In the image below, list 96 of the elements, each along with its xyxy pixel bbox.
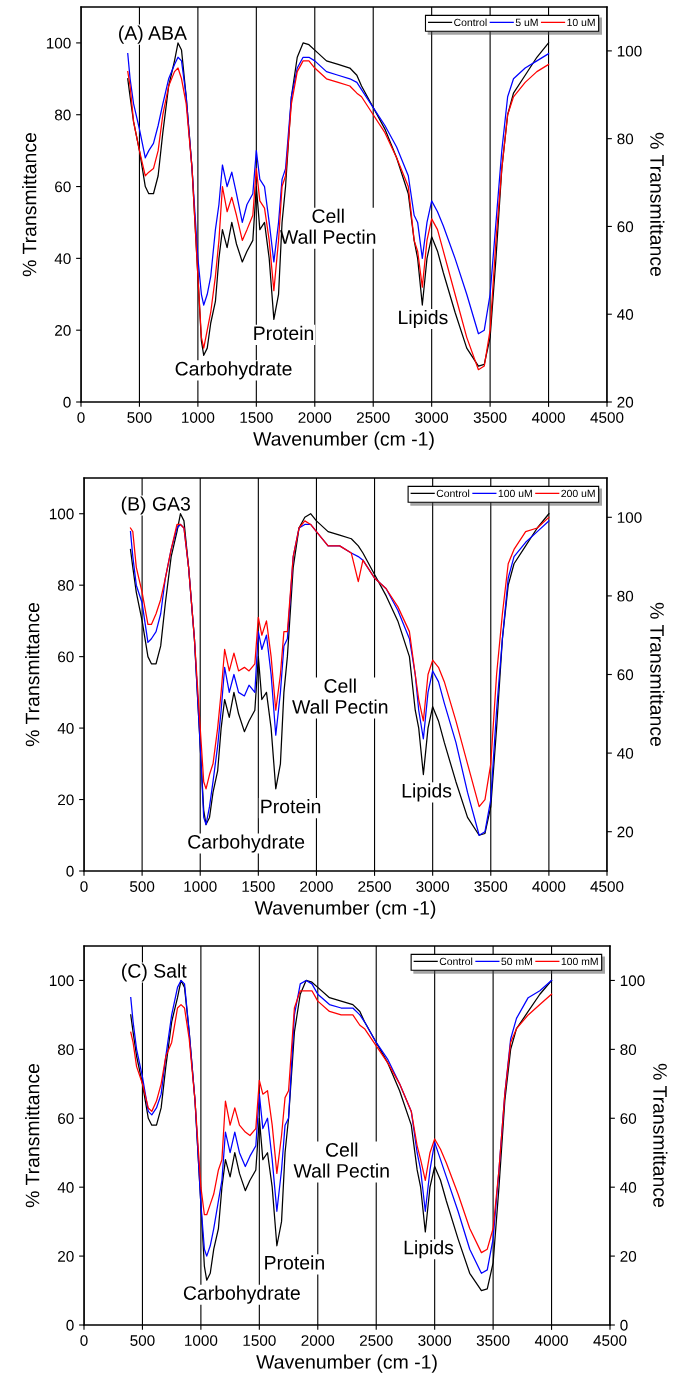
x-axis-title: Wavenumber (cm -1) xyxy=(256,1354,437,1373)
x-tick-label: 0 xyxy=(80,881,88,892)
annotation: Cell Wall Pectin xyxy=(292,678,388,714)
y2-tick-label: 60 xyxy=(617,221,634,233)
y-tick-label: 100 xyxy=(49,508,74,520)
x-tick-label: 4500 xyxy=(590,412,624,423)
y2-tick-label: 100 xyxy=(620,975,645,987)
x-axis-title: Wavenumber (cm -1) xyxy=(254,900,436,919)
y-tick-label: 40 xyxy=(57,1182,74,1193)
x-tick-label: 2000 xyxy=(301,1335,335,1346)
x-tick-label: 3000 xyxy=(418,1335,452,1346)
annotation: Carbohydrate xyxy=(175,361,292,380)
legend-label: 200 uM xyxy=(561,489,595,498)
y2-axis-title: % Transmittance xyxy=(650,602,665,747)
x-tick-label: 2500 xyxy=(358,881,391,892)
x-tick-label: 2500 xyxy=(357,412,390,423)
y-tick-label: 60 xyxy=(55,181,71,193)
legend-label: 100 mM xyxy=(561,957,598,966)
legend-label: Control xyxy=(454,18,487,27)
y2-tick-label: 40 xyxy=(620,1182,637,1193)
y-axis-title: % Transmittance xyxy=(22,132,37,277)
y-tick-label: 40 xyxy=(54,253,71,265)
y2-tick-label: 40 xyxy=(617,309,634,320)
text: (B) GA3 xyxy=(121,496,190,515)
legend-label: 5 uM xyxy=(515,18,538,27)
x-tick-label: 4000 xyxy=(534,1335,568,1346)
x-axis-title: Wavenumber (cm -1) xyxy=(253,431,434,450)
legend-label: 100 uM xyxy=(498,489,532,498)
x-tick-label: 3000 xyxy=(415,412,449,423)
x-tick-label: 3000 xyxy=(416,881,450,892)
x-tick-label: 500 xyxy=(130,1335,155,1346)
annotation: Protein xyxy=(254,325,314,341)
y2-tick-label: 80 xyxy=(617,133,634,145)
x-tick-label: 1000 xyxy=(185,1335,218,1346)
y-tick-label: 20 xyxy=(58,794,74,806)
y2-tick-label: 80 xyxy=(617,590,634,602)
y2-axis-title: % Transmittance xyxy=(653,1063,668,1208)
y2-tick-label: 40 xyxy=(617,747,634,759)
y-tick-label: 20 xyxy=(55,325,71,336)
x-tick-label: 3500 xyxy=(473,412,507,423)
x-tick-label: 3500 xyxy=(474,881,508,892)
y-tick-label: 80 xyxy=(57,1044,74,1056)
y-tick-label: 0 xyxy=(63,396,71,408)
x-tick-label: 1000 xyxy=(182,412,215,423)
y-tick-label: 60 xyxy=(58,1113,74,1124)
y-tick-label: 80 xyxy=(54,109,71,121)
y-axis-title: % Transmittance xyxy=(25,1063,40,1208)
y-tick-label: 100 xyxy=(49,975,74,987)
y2-axis-title: % Transmittance xyxy=(650,132,665,277)
annotation: Carbohydrate xyxy=(188,834,305,853)
annotation: Lipids xyxy=(399,309,448,329)
x-tick-label: 2000 xyxy=(298,412,332,423)
text: (C) Salt xyxy=(122,963,187,982)
y2-tick-label: 20 xyxy=(620,1250,637,1262)
x-tick-label: 4000 xyxy=(531,412,565,423)
legend-label: 50 mM xyxy=(501,957,532,966)
annotation: Protein xyxy=(265,1255,324,1270)
x-tick-label: 0 xyxy=(80,1335,88,1346)
y-tick-label: 20 xyxy=(58,1250,74,1262)
y-tick-label: 40 xyxy=(57,722,74,734)
y-tick-label: 100 xyxy=(46,37,71,49)
x-tick-label: 0 xyxy=(77,412,85,423)
annotation: Lipids xyxy=(402,783,452,802)
x-tick-label: 3500 xyxy=(476,1335,510,1346)
x-tick-label: 500 xyxy=(129,881,155,892)
x-tick-label: 4000 xyxy=(532,881,566,892)
legend-label: 10 uM xyxy=(567,18,595,27)
y-tick-label: 60 xyxy=(58,651,74,663)
y-axis-title: % Transmittance xyxy=(25,602,40,747)
legend-label: Control xyxy=(436,489,470,498)
y2-tick-label: 60 xyxy=(617,669,634,681)
annotation: Carbohydrate xyxy=(183,1285,300,1304)
y2-tick-label: 60 xyxy=(620,1113,637,1124)
y2-tick-label: 0 xyxy=(620,1319,628,1331)
x-tick-label: 500 xyxy=(127,412,152,423)
x-tick-label: 1500 xyxy=(243,1335,276,1346)
x-tick-label: 1500 xyxy=(240,412,273,423)
x-tick-label: 2000 xyxy=(300,881,333,892)
y-tick-label: 80 xyxy=(57,580,74,591)
text: (A) ABA xyxy=(119,25,187,44)
x-tick-label: 4500 xyxy=(590,881,624,892)
x-tick-label: 2500 xyxy=(360,1335,393,1346)
x-tick-label: 4500 xyxy=(593,1335,627,1346)
y-tick-label: 0 xyxy=(66,865,74,877)
legend-label: Control xyxy=(439,957,473,966)
y2-tick-label: 100 xyxy=(617,512,642,523)
y2-tick-label: 100 xyxy=(617,45,642,57)
annotation: Cell Wall Pectin xyxy=(293,1142,389,1178)
y2-tick-label: 80 xyxy=(620,1044,637,1056)
y2-tick-label: 20 xyxy=(617,826,634,838)
annotation: Lipids xyxy=(404,1240,454,1259)
annotation: Protein xyxy=(261,799,321,814)
y-tick-label: 0 xyxy=(66,1319,74,1331)
y2-tick-label: 20 xyxy=(617,396,634,408)
x-tick-label: 1500 xyxy=(242,881,275,892)
x-tick-label: 1000 xyxy=(184,881,217,892)
